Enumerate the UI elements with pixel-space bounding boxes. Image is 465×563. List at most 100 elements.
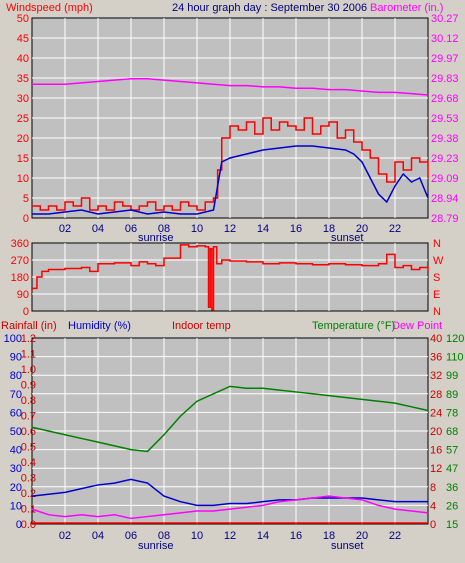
y-tick-label: 28.79	[431, 213, 459, 225]
y-tick-label: 0.7	[21, 411, 36, 423]
indoor-temp-label: Indoor temp	[172, 320, 231, 332]
y-tick-label: 120	[446, 333, 464, 345]
y-tick-label: 80	[10, 370, 22, 382]
wind-time-axis: 02 04 06 08 10 12 14 16 18 20 22	[59, 223, 401, 235]
y-tick-label: 1.1	[21, 349, 36, 361]
y-tick-label: N	[433, 238, 441, 250]
sunrise-label-bottom: sunrise	[138, 540, 173, 552]
y-tick-label: 30.12	[431, 33, 459, 45]
y-tick-label: 50	[17, 13, 29, 25]
y-tick-label: 60	[10, 407, 22, 419]
rain-humidity-temp-grid	[32, 338, 428, 524]
y-tick-label: 0.2	[21, 488, 36, 500]
x-tick-label: 16	[290, 530, 302, 542]
rain-humidity-temp-series	[31, 385, 429, 524]
y-tick-label: 100	[4, 333, 22, 345]
y-tick-label: 360	[11, 238, 29, 250]
y-tick-label: 36	[446, 482, 458, 494]
y-tick-label: 28.94	[431, 193, 459, 205]
y-tick-label: 29.97	[431, 53, 459, 65]
x-tick-label: 06	[125, 530, 137, 542]
y-tick-label: 29.83	[431, 73, 459, 85]
temp-time-axis: 02 04 06 08 10 12 14 16 18 20 22	[59, 530, 401, 542]
y-tick-label: 0.6	[21, 426, 36, 438]
x-tick-label: 18	[323, 530, 335, 542]
y-tick-label: 0.4	[21, 457, 36, 469]
y-tick-label: 40	[17, 53, 29, 65]
y-tick-label: 40	[10, 445, 22, 457]
x-tick-label: 06	[125, 223, 137, 235]
sunset-label-bottom: sunset	[331, 540, 363, 552]
rain-humidity-temp-axes: 1.2 1.1 1.0 0.9 0.8 0.7 0.6 0.5 0.4 0.3 0.2 0.1 0.0 1…	[4, 333, 465, 531]
y-tick-label: 20	[17, 133, 29, 145]
windspeed-line	[32, 117, 429, 211]
x-tick-label: 22	[389, 223, 401, 235]
x-tick-label: 08	[158, 530, 170, 542]
x-tick-label: 04	[92, 530, 104, 542]
temperature-label: Temperature (°F)	[312, 320, 395, 332]
y-tick-label: 29.38	[431, 133, 459, 145]
y-tick-label: 5	[23, 193, 29, 205]
page-title: 24 hour graph day : September 30 2006	[172, 2, 367, 14]
y-tick-label: 180	[11, 272, 29, 284]
dewpoint-label: Dew Point	[392, 320, 442, 332]
y-tick-label: 30	[17, 93, 29, 105]
x-tick-label: 02	[59, 223, 71, 235]
y-tick-label: 78	[446, 407, 458, 419]
y-tick-label: E	[433, 289, 440, 301]
barometer-axis: 30.27 30.12 29.97 29.83 29.68 29.53 29.38 29.23…	[431, 13, 459, 225]
y-tick-label: 110	[446, 352, 464, 364]
x-tick-label: 04	[92, 223, 104, 235]
y-tick-label: 29.23	[431, 153, 459, 165]
y-tick-label: 10	[17, 173, 29, 185]
y-tick-label: 4	[430, 500, 436, 512]
x-tick-label: 18	[323, 223, 335, 235]
wind-barometer-series	[32, 78, 429, 215]
y-tick-label: 0	[23, 213, 29, 225]
y-tick-label: 29.68	[431, 93, 459, 105]
y-tick-label: 0	[430, 519, 436, 531]
y-tick-label: 25	[17, 113, 29, 125]
y-tick-label: 0.1	[21, 504, 36, 516]
y-tick-label: 32	[430, 370, 442, 382]
y-tick-label: 89	[446, 389, 458, 401]
x-tick-label: 20	[356, 530, 368, 542]
y-tick-label: 270	[11, 255, 29, 267]
y-tick-label: 0.3	[21, 473, 36, 485]
barometer-line	[32, 78, 429, 96]
x-tick-label: 10	[191, 530, 203, 542]
wind-barometer-grid	[32, 18, 428, 218]
y-tick-label: 70	[10, 389, 22, 401]
y-tick-label: 24	[430, 407, 442, 419]
y-tick-label: 57	[446, 445, 458, 457]
y-tick-label: W	[433, 255, 444, 267]
direction-degrees-axis: 360 270 180 90 0	[11, 238, 29, 318]
x-tick-label: 20	[356, 223, 368, 235]
y-tick-label: 15	[446, 519, 458, 531]
y-tick-label: 10	[10, 500, 22, 512]
y-tick-label: 28	[430, 389, 442, 401]
x-tick-label: 10	[191, 223, 203, 235]
windspeed-label: Windspeed (mph)	[6, 2, 93, 14]
humidity-line	[31, 495, 429, 520]
x-tick-label: 08	[158, 223, 170, 235]
y-tick-label: 0.9	[21, 380, 36, 392]
barometer-label: Barometer (in.)	[370, 2, 443, 14]
x-tick-label: 14	[257, 530, 269, 542]
y-tick-label: 30	[10, 463, 22, 475]
x-tick-label: 14	[257, 223, 269, 235]
wind-direction-series	[32, 244, 429, 311]
y-tick-label: 35	[17, 73, 29, 85]
humidity-label: Humidity (%)	[68, 320, 131, 332]
temperature-line	[31, 385, 429, 453]
y-tick-label: 0.5	[21, 442, 36, 454]
y-tick-label: S	[433, 272, 440, 284]
y-tick-label: 50	[10, 426, 22, 438]
wind-gust-line	[32, 145, 429, 215]
y-tick-label: 29.53	[431, 113, 459, 125]
y-tick-label: N	[433, 306, 441, 318]
y-tick-label: 8	[430, 482, 436, 494]
